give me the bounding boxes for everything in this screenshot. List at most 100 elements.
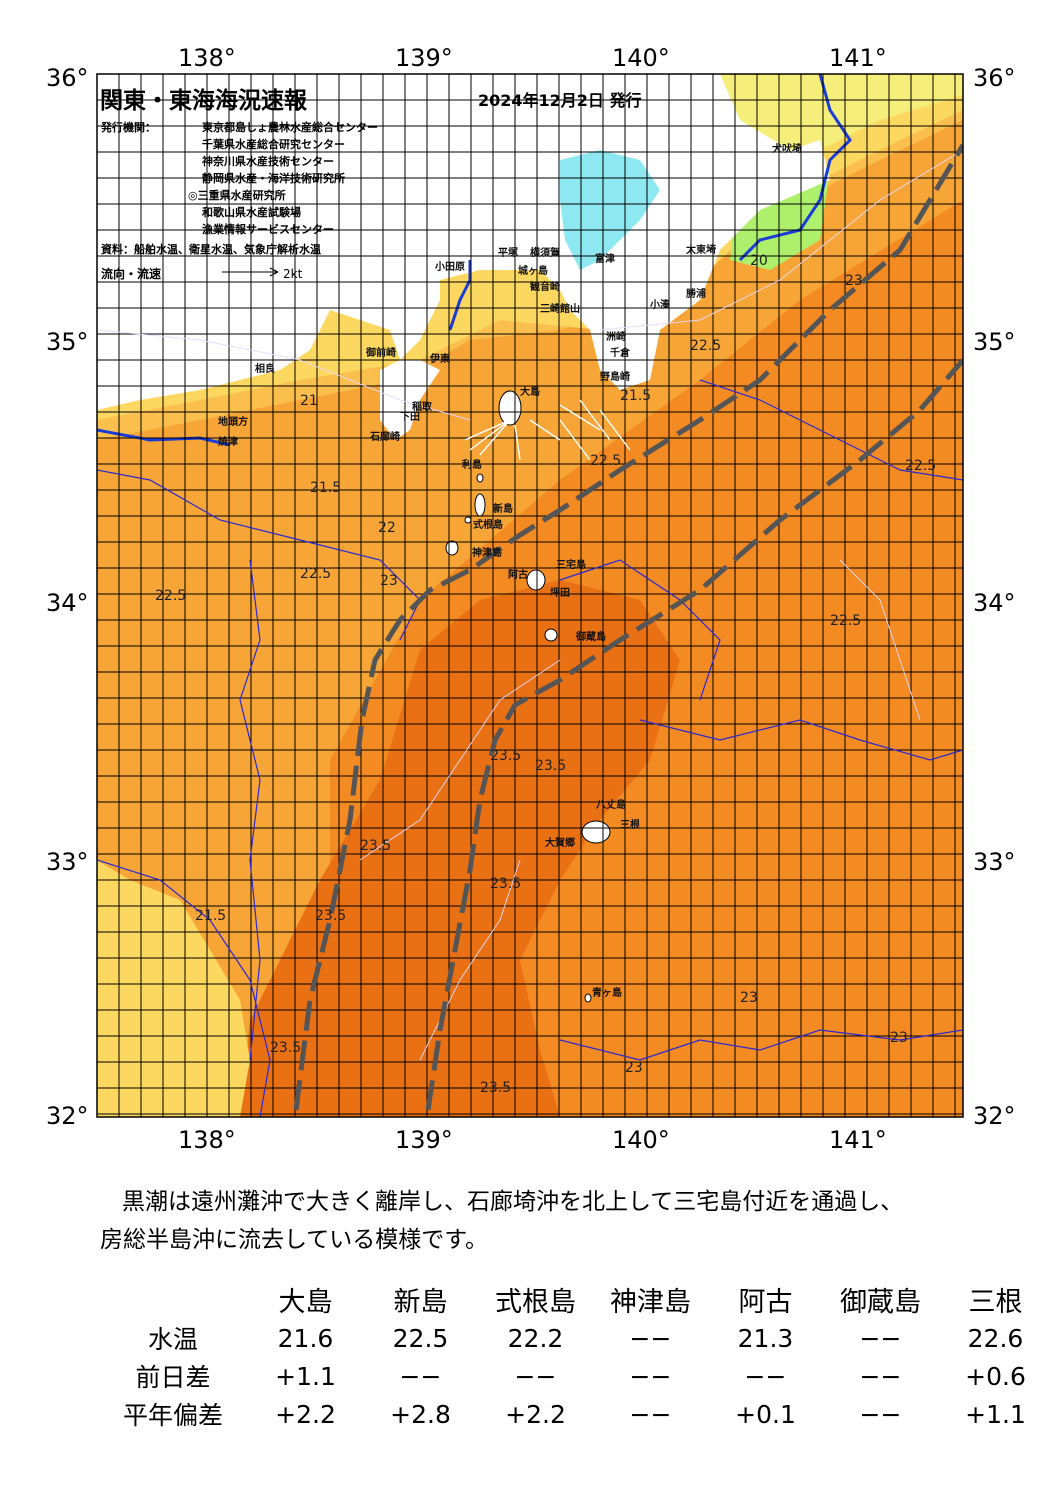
- temp-label: 22.5: [300, 566, 331, 582]
- temp-label: 23.5: [360, 838, 391, 854]
- place-label: 地頭方: [218, 415, 248, 428]
- col-header: 大島: [278, 1287, 333, 1318]
- lat-label-right: 35°: [973, 328, 1016, 356]
- legend-scale: 2kt: [283, 267, 303, 281]
- table-cell: 21.6: [277, 1323, 334, 1353]
- tokyo-bay: [560, 150, 660, 270]
- legend-arrowhead: [269, 267, 279, 277]
- place-label: 利島: [462, 458, 482, 471]
- sea-temperature-map: 21.5 22 22.5 23 22.5 22.5 23.5 23.5 23.5…: [46, 44, 1016, 1154]
- place-label: 犬吠埼: [772, 142, 802, 155]
- table-cell: −−: [859, 1323, 902, 1353]
- table-cell: −−: [514, 1361, 557, 1391]
- col-header: 三根: [968, 1287, 1023, 1318]
- issuer-5: ◎三重県水産研究所: [188, 188, 286, 202]
- place-label: 石廊崎: [369, 430, 400, 443]
- place-label: 坪田: [550, 586, 570, 599]
- place-label: 野島崎: [600, 370, 630, 383]
- place-label: 神津島: [472, 546, 502, 559]
- col-header: 阿古: [738, 1287, 793, 1318]
- island-niijima: [474, 493, 486, 517]
- temp-label: 21.5: [310, 480, 341, 496]
- table-corner: [98, 1280, 248, 1319]
- data-source: 資料：船舶水温、衛星水温、気象庁解析水温: [101, 242, 321, 256]
- issuer-6: 和歌山県水産試験場: [202, 205, 301, 219]
- table-cell: −−: [399, 1361, 442, 1391]
- temp-label: 23: [380, 573, 398, 589]
- lat-label-left: 34°: [46, 589, 89, 617]
- col-header: 式根島: [495, 1287, 576, 1318]
- temp-label: 23.5: [490, 876, 521, 892]
- issue-date: 2024年12月2日 発行: [478, 91, 642, 110]
- temp-label: 20: [750, 253, 768, 269]
- row-label: 平年偏差: [122, 1401, 223, 1430]
- station-table: 大島 新島 式根島 神津島 阿古 御蔵島 三根 水温 21.6 22.5 22.…: [98, 1280, 1053, 1433]
- lon-label-top: 140°: [612, 44, 670, 72]
- place-label: 三根: [620, 818, 640, 831]
- temp-label: 23.5: [480, 1080, 511, 1096]
- legend-label: 流向・流速: [101, 266, 161, 281]
- place-label: 青ヶ島: [592, 986, 622, 999]
- table-cell: −−: [744, 1361, 787, 1391]
- island-oshima: [498, 390, 522, 426]
- table-cell: +0.6: [965, 1361, 1026, 1391]
- table-cell: 22.2: [507, 1323, 564, 1353]
- lat-label-left: 32°: [46, 1102, 89, 1130]
- map-frame: [96, 73, 964, 1118]
- table-row-anomaly: 平年偏差 +2.2 +2.8 +2.2 −− +0.1 −− +1.1: [98, 1395, 1053, 1433]
- lon-label-top: 138°: [178, 44, 236, 72]
- lat-label-right: 36°: [973, 64, 1016, 92]
- place-label: 小湊: [649, 298, 671, 311]
- lat-label-left: 36°: [46, 64, 89, 92]
- place-label: 横須賀: [530, 246, 560, 259]
- lon-label-bottom: 140°: [612, 1126, 670, 1154]
- issuer-7: 漁業情報サービスセンター: [202, 222, 334, 236]
- sea-zone-23-5: [240, 580, 680, 1117]
- row-label: 前日差: [135, 1363, 211, 1392]
- table-cell: −−: [629, 1323, 672, 1353]
- place-label: 小田原: [434, 260, 465, 273]
- axis-labels: 138° 139° 140° 141° 138° 139° 140° 141° …: [46, 44, 1016, 1154]
- table-cell: +1.1: [965, 1399, 1026, 1429]
- place-label: 太東埼: [685, 243, 716, 256]
- place-label: 洲崎: [606, 330, 626, 343]
- island-shikinejima: [464, 516, 472, 524]
- issuer-3: 神奈川県水産技術センター: [202, 154, 334, 168]
- island-hachijojima: [581, 820, 611, 844]
- place-label: 八丈島: [595, 798, 626, 811]
- place-label: 式根島: [473, 518, 503, 531]
- isotherm-contours-light: [97, 149, 963, 1061]
- temp-label: 22.5: [905, 458, 936, 474]
- place-label: 城ヶ島: [518, 264, 548, 277]
- place-label: 館山: [559, 302, 580, 315]
- place-label: 御蔵島: [575, 630, 606, 643]
- table-cell: +2.2: [505, 1399, 566, 1429]
- place-label: 大賀郷: [545, 836, 575, 849]
- temp-label: 23.5: [490, 748, 521, 764]
- summary-text: 黒潮は遠州灘沖で大きく離岸し、石廊埼沖を北上して三宅島付近を通過し、 房総半島沖…: [100, 1183, 1020, 1259]
- temp-label: 21: [300, 393, 318, 409]
- issuer-2: 千葉県水産総合研究センター: [202, 137, 345, 151]
- temp-label: 23.5: [535, 758, 566, 774]
- map-header: 関東・東海海況速報 2024年12月2日 発行 発行機関： 東京都島しょ農林水産…: [100, 87, 642, 281]
- table-header-row: 大島 新島 式根島 神津島 阿古 御蔵島 三根: [98, 1280, 1053, 1319]
- table-cell: 21.3: [737, 1323, 794, 1353]
- temp-label: 22: [378, 520, 396, 536]
- island-kozushima: [445, 540, 459, 556]
- place-label: 大島: [520, 385, 540, 398]
- place-label: 新島: [493, 502, 513, 515]
- col-header: 神津島: [610, 1287, 691, 1318]
- river-tone: [738, 74, 852, 262]
- lat-label-left: 33°: [46, 848, 89, 876]
- izu-peninsula: [380, 360, 440, 440]
- current-arrows: [464, 399, 631, 461]
- island-miyakejima: [526, 569, 546, 591]
- row-label: 水温: [147, 1325, 198, 1354]
- lon-label-bottom: 141°: [829, 1126, 887, 1154]
- temp-label: 23: [625, 1060, 643, 1076]
- table-cell: −−: [629, 1399, 672, 1429]
- island-aogashima: [584, 993, 592, 1003]
- summary-line-2: 房総半島沖に流去している模様です。: [100, 1227, 489, 1253]
- map-title: 関東・東海海況速報: [100, 87, 308, 114]
- kuroshio-axis-inner: [293, 143, 963, 1111]
